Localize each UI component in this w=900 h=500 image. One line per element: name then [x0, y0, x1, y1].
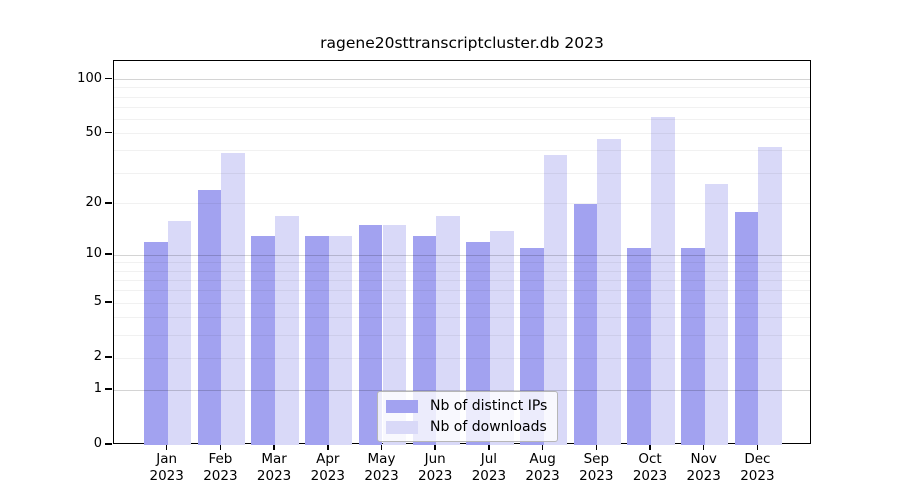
gridline-minor	[114, 87, 810, 89]
bar-distinct-ips	[251, 236, 276, 445]
x-axis-tick	[165, 444, 168, 450]
x-tick-label: Mar 2023	[256, 451, 292, 484]
bar-downloads	[167, 220, 192, 445]
x-tick-label: Sep 2023	[579, 451, 614, 484]
bar-distinct-ips	[144, 241, 168, 445]
gridline-minor	[114, 302, 810, 304]
gridline-minor	[114, 96, 810, 98]
chart-title: ragene20sttranscriptcluster.db 2023	[320, 34, 604, 52]
x-axis-tick	[649, 444, 651, 450]
y-tick-label: 10	[85, 246, 102, 262]
bar-downloads	[221, 152, 246, 445]
x-axis-tick	[327, 444, 329, 450]
bar-distinct-ips	[734, 211, 759, 445]
gridline-minor	[114, 317, 810, 319]
bar-downloads	[651, 116, 675, 445]
x-axis-tick	[756, 444, 759, 450]
bar-downloads	[597, 138, 621, 445]
legend: Nb of distinct IPs Nb of downloads	[377, 391, 559, 442]
x-tick-label: Apr 2023	[310, 451, 345, 484]
x-axis-tick	[702, 444, 705, 450]
gridline-minor	[114, 270, 810, 272]
bar-distinct-ips	[358, 225, 383, 445]
legend-swatch	[386, 420, 418, 434]
legend-row: Nb of downloads	[386, 419, 547, 435]
plot-area	[113, 60, 811, 445]
x-tick-label: May 2023	[364, 451, 399, 484]
legend-swatch	[386, 399, 418, 413]
gridline-minor	[114, 203, 810, 205]
y-axis-tick	[105, 253, 112, 255]
bar-downloads	[328, 236, 353, 445]
gridline-minor	[114, 133, 810, 135]
x-tick-label: Jun 2023	[418, 451, 453, 484]
y-tick-label: 100	[77, 70, 102, 86]
gridline-minor	[114, 290, 810, 292]
x-tick-label: Dec 2023	[740, 451, 775, 484]
x-tick-label: Oct 2023	[632, 451, 668, 484]
bar-downloads	[382, 225, 407, 445]
x-tick-label: Jan 2023	[149, 451, 184, 484]
bar-distinct-ips	[681, 248, 705, 445]
bar-distinct-ips	[197, 190, 222, 445]
gridline-minor	[114, 357, 810, 359]
x-tick-label: Feb 2023	[203, 451, 238, 484]
bar-downloads	[758, 147, 783, 445]
gridline-minor	[114, 150, 810, 152]
y-axis-tick	[105, 356, 112, 358]
legend-label: Nb of distinct IPs	[430, 398, 548, 414]
gridline-minor	[114, 107, 810, 108]
x-tick-label: Jul 2023	[471, 451, 507, 484]
gridline-minor	[114, 119, 810, 121]
bar-distinct-ips	[627, 248, 651, 445]
bar-distinct-ips	[573, 203, 598, 445]
y-axis-tick	[105, 388, 112, 390]
y-tick-label: 20	[85, 194, 102, 210]
legend-row: Nb of distinct IPs	[386, 398, 547, 414]
legend-label: Nb of downloads	[430, 419, 547, 435]
gridline-minor	[114, 172, 810, 174]
bar-downloads	[543, 154, 568, 445]
bar-distinct-ips	[305, 236, 329, 445]
x-axis-tick	[434, 444, 436, 450]
y-tick-label: 0	[93, 436, 102, 451]
bar-downloads	[275, 216, 299, 445]
x-axis-tick	[273, 444, 275, 450]
y-axis-tick	[105, 301, 112, 303]
y-axis-tick	[105, 202, 112, 204]
gridline-minor	[114, 279, 810, 281]
y-axis-tick	[105, 131, 112, 134]
y-tick-label: 50	[85, 124, 102, 140]
x-axis-tick	[541, 444, 544, 450]
x-axis-tick	[488, 444, 490, 450]
y-tick-label: 1	[93, 381, 102, 397]
y-axis-tick	[105, 443, 112, 445]
x-tick-label: Nov 2023	[686, 451, 721, 484]
gridline-major	[114, 254, 810, 256]
gridline-minor	[114, 262, 810, 264]
y-tick-label: 5	[93, 294, 102, 310]
y-tick-label: 2	[93, 349, 102, 365]
y-axis-tick	[105, 77, 112, 80]
bar-downloads	[436, 216, 460, 445]
x-axis-tick	[380, 444, 383, 450]
gridline-major	[114, 389, 810, 391]
x-axis-tick	[219, 444, 222, 450]
bar-downloads	[704, 184, 729, 445]
x-axis-tick	[595, 444, 598, 450]
gridline-major	[114, 79, 810, 81]
x-tick-label: Aug 2023	[525, 451, 560, 484]
gridline-minor	[114, 334, 810, 336]
